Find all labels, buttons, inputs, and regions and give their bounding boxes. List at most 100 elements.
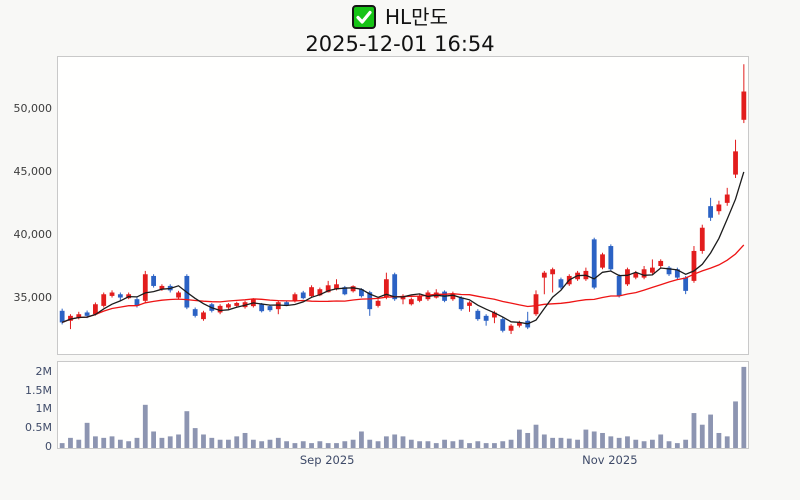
candle-body xyxy=(674,269,680,278)
chart-timestamp: 2025-12-01 16:54 xyxy=(305,32,495,56)
candle-body xyxy=(176,292,181,298)
volume-bar xyxy=(292,443,298,448)
candle-body xyxy=(492,312,497,318)
volume-bar xyxy=(500,441,506,448)
volume-bar xyxy=(683,439,689,448)
volume-bar xyxy=(93,436,98,448)
volume-bar xyxy=(583,429,589,448)
volume-bar xyxy=(309,443,314,448)
candle-body xyxy=(450,294,456,300)
volume-bar xyxy=(591,431,597,448)
volume-bar xyxy=(674,443,680,448)
candle-body xyxy=(334,284,339,290)
candle-body xyxy=(724,194,730,203)
x-tick-label: Sep 2025 xyxy=(299,453,355,467)
candle-body xyxy=(226,304,231,308)
candle-body xyxy=(375,300,381,306)
candle-body xyxy=(93,304,98,315)
volume-bar xyxy=(367,439,373,448)
candle-body xyxy=(508,325,514,331)
volume-bar xyxy=(458,439,464,448)
candle-body xyxy=(325,285,331,293)
volume-canvas xyxy=(59,366,747,448)
volume-bar xyxy=(625,436,630,448)
volume-bar xyxy=(117,439,123,448)
volume-bar xyxy=(483,443,489,448)
volume-bar xyxy=(475,441,481,448)
volume-bar xyxy=(699,424,705,448)
volume-bar xyxy=(666,441,672,448)
candle-body xyxy=(666,267,672,275)
candle-body xyxy=(275,302,281,310)
price-tick-label: 35,000 xyxy=(13,291,53,305)
volume-bar xyxy=(417,441,423,448)
candle-body xyxy=(201,312,206,320)
candle-body xyxy=(76,314,82,318)
candle-body xyxy=(408,299,414,305)
candle-body xyxy=(633,272,639,278)
volume-bar xyxy=(267,439,273,448)
candle-body xyxy=(359,289,364,297)
candle-body xyxy=(533,294,539,315)
candle-body xyxy=(658,260,664,266)
volume-bar xyxy=(184,411,190,448)
candle-body xyxy=(458,297,464,310)
candle-body xyxy=(259,304,265,312)
price-tick-label: 50,000 xyxy=(13,101,53,115)
candle-body xyxy=(101,294,107,306)
volume-bar xyxy=(76,439,82,448)
volume-bar xyxy=(600,432,605,448)
candle-body xyxy=(616,275,622,296)
volume-bar xyxy=(525,432,531,448)
volume-bar xyxy=(658,434,664,448)
candle-body xyxy=(699,227,705,251)
candle-body xyxy=(151,275,157,286)
x-tick-label: Nov 2025 xyxy=(582,453,638,467)
volume-bar xyxy=(350,439,356,448)
volume-bar xyxy=(691,413,697,448)
volume-bar xyxy=(275,437,281,448)
volume-bar xyxy=(724,436,730,448)
candle-body xyxy=(59,310,65,323)
volume-bar xyxy=(142,404,148,448)
volume-bar xyxy=(176,434,181,448)
volume-bar xyxy=(533,424,539,448)
volume-bar xyxy=(433,443,439,448)
title-block: HL만도 2025-12-01 16:54 xyxy=(0,5,800,56)
candle-body xyxy=(550,269,556,275)
volume-bar xyxy=(608,436,614,448)
checkmark-icon xyxy=(356,10,372,24)
candle-body xyxy=(591,239,597,288)
volume-bar xyxy=(167,436,173,448)
candle-body xyxy=(84,312,90,316)
volume-bar xyxy=(134,437,140,448)
volume-bar xyxy=(342,441,348,448)
volume-bar xyxy=(616,437,622,448)
volume-bar xyxy=(492,443,497,448)
volume-bar xyxy=(334,443,339,448)
volume-bar xyxy=(633,439,639,448)
candle-body xyxy=(708,206,713,218)
volume-bar xyxy=(508,439,514,448)
chart-title: HL만도 xyxy=(385,5,448,29)
candle-body xyxy=(300,292,306,299)
candle-body xyxy=(500,319,506,331)
volume-tick-label: 2M xyxy=(35,364,53,378)
volume-bar xyxy=(516,429,522,448)
volume-bar xyxy=(442,439,447,448)
volume-bar xyxy=(234,436,240,448)
candle-body xyxy=(109,292,115,296)
candle-body xyxy=(475,310,481,320)
candle-body xyxy=(608,246,614,270)
volume-bar xyxy=(209,437,215,448)
candle-body xyxy=(716,204,722,212)
volume-bar xyxy=(151,431,157,448)
candle-body xyxy=(691,250,697,281)
volume-bar xyxy=(649,439,655,448)
candle-body xyxy=(641,269,647,278)
candle-body xyxy=(309,287,314,297)
volume-bar xyxy=(300,441,306,448)
volume-bar xyxy=(101,437,107,448)
volume-tick-label: 1M xyxy=(35,402,53,416)
